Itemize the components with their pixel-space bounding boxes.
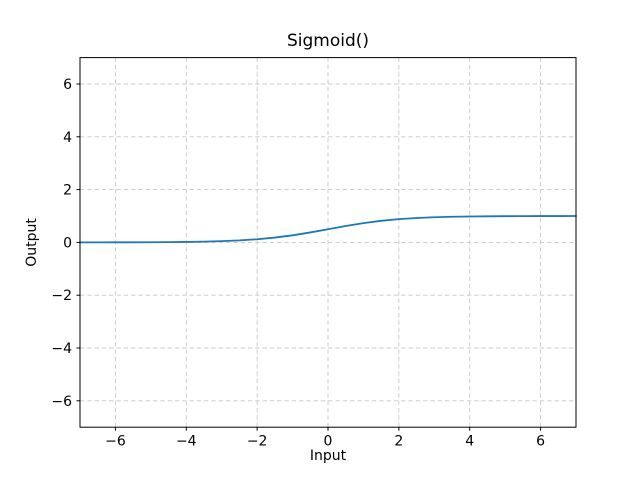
chart-title: Sigmoid() (287, 31, 369, 51)
y-tick-label: 2 (63, 183, 72, 199)
x-tick-label: −6 (105, 434, 126, 450)
y-tick-label: 0 (63, 235, 72, 251)
x-tick-label: 0 (324, 434, 333, 450)
y-axis-label: Output (24, 218, 40, 267)
y-tick-label: −6 (51, 394, 72, 410)
y-tick-label: −2 (51, 288, 72, 304)
x-tick-label: 4 (465, 434, 474, 450)
y-tick-label: 6 (63, 77, 72, 93)
y-tick-label: −4 (51, 341, 72, 357)
x-tick-label: 2 (394, 434, 403, 450)
x-tick-label: 6 (536, 434, 545, 450)
x-tick-label: −4 (176, 434, 197, 450)
sigmoid-curve (79, 215, 577, 244)
y-tick-label: 4 (63, 130, 72, 146)
x-axis-label: Input (310, 448, 347, 464)
x-tick-label: −2 (247, 434, 268, 450)
